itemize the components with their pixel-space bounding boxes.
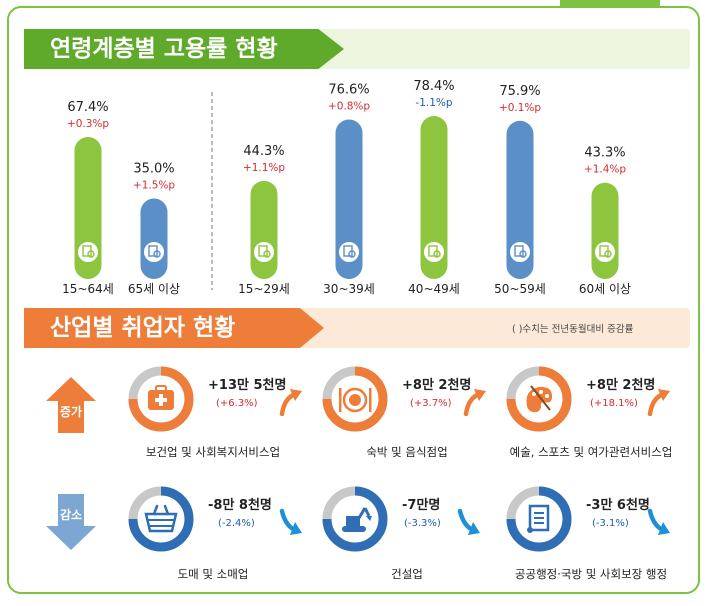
bar — [506, 120, 534, 279]
value-label: 43.3% — [584, 146, 625, 161]
trend-up-icon — [463, 389, 486, 416]
industry-name: 건설업 — [391, 567, 423, 581]
ring-gauge — [128, 366, 194, 432]
ring-gauge — [322, 366, 388, 432]
industry-value: -3만 6천명 — [586, 498, 650, 513]
section1-title: 연령계층별 고용률 현황 — [24, 29, 344, 69]
ring-gauge — [128, 486, 194, 552]
document-magnifier-icon — [348, 250, 356, 258]
footnote: ( )수치는 전년동월대비 증감률 — [512, 324, 634, 335]
industry-name: 예술, 스포츠 및 여가관련서비스업 — [509, 445, 673, 459]
first-aid-kit-icon — [148, 385, 174, 410]
industry-value: +8만 2천명 — [586, 378, 656, 393]
change-label: +1.4%p — [584, 164, 626, 176]
industry-change: (+6.3%) — [216, 398, 258, 409]
industry-item: +13만 5천명 (+6.3%) 보건업 및 사회복지서비스업 — [128, 366, 328, 486]
industry-name: 보건업 및 사회복지서비스업 — [145, 445, 281, 459]
industry-item: -8만 8천명 (-2.4%) 도매 및 소매업 — [128, 486, 328, 606]
industry-change: (-3.3%) — [404, 518, 441, 529]
excavator-icon — [342, 507, 372, 532]
ring-gauge — [322, 486, 388, 552]
industry-item: +8만 2천명 (+3.7%) 숙박 및 음식점업 — [322, 366, 522, 486]
value-label: 75.9% — [499, 84, 540, 99]
industry-change: (+3.7%) — [410, 398, 452, 409]
x-tick-label: 40~49세 — [408, 282, 460, 296]
document-magnifier-icon — [433, 250, 441, 258]
change-label: -1.1%p — [415, 97, 452, 109]
industry-value: +13만 5천명 — [208, 378, 287, 393]
x-tick-label: 65세 이상 — [128, 282, 180, 296]
industry-name: 공공행정·국방 및 사회보장 행정 — [514, 567, 668, 581]
ring-gauge — [506, 366, 572, 432]
trend-down-icon — [279, 508, 302, 535]
industry-value: +8만 2천명 — [402, 378, 472, 393]
industry-item: +8만 2천명 (+18.1%) 예술, 스포츠 및 여가관련서비스업 — [506, 366, 706, 486]
industry-value: -8만 8천명 — [208, 498, 272, 513]
value-label: 67.4% — [67, 100, 108, 115]
increase-arrow-icon — [46, 377, 96, 433]
industry-change: (-2.4%) — [218, 518, 255, 529]
trend-down-icon — [647, 508, 670, 535]
decrease-label: 감소 — [59, 508, 83, 522]
change-label: +1.1%p — [243, 162, 285, 174]
industry-name: 도매 및 소매업 — [177, 567, 249, 581]
palette-icon — [526, 385, 553, 413]
section2-title: 산업별 취업자 현황 — [24, 308, 324, 348]
document-magnifier-icon — [87, 250, 95, 258]
document-magnifier-icon — [604, 250, 612, 258]
document-magnifier-icon — [519, 250, 527, 258]
industry-item: -7만명 (-3.3%) 건설업 — [322, 486, 522, 606]
value-label: 78.4% — [413, 79, 454, 94]
outer-frame — [7, 6, 700, 594]
decrease-arrow-icon — [46, 494, 96, 550]
value-label: 44.3% — [243, 144, 284, 159]
x-tick-label: 60세 이상 — [579, 282, 631, 296]
increase-label: 증가 — [59, 405, 83, 419]
shopping-basket-icon — [144, 504, 178, 533]
change-label: +0.1%p — [499, 102, 541, 114]
trend-up-icon — [279, 389, 302, 416]
bar — [335, 119, 363, 280]
industry-name: 숙박 및 음식점업 — [366, 445, 448, 459]
bar — [140, 198, 168, 279]
document-magnifier-icon — [153, 250, 161, 258]
x-tick-label: 30~39세 — [323, 282, 375, 296]
value-label: 76.6% — [328, 82, 369, 97]
trend-up-icon — [647, 389, 670, 416]
document-magnifier-icon — [263, 250, 271, 258]
top-accent-strip — [560, 0, 660, 6]
scroll-document-icon — [527, 504, 550, 533]
ring-gauge — [506, 486, 572, 552]
value-label: 35.0% — [133, 162, 174, 177]
plate-fork-knife-icon — [339, 387, 372, 413]
bar — [420, 116, 448, 279]
industry-change: (-3.1%) — [592, 518, 629, 529]
decrease-badge: 감소 — [46, 494, 96, 550]
x-tick-label: 15~64세 — [62, 282, 114, 296]
trend-down-icon — [457, 508, 480, 535]
change-label: +0.8%p — [328, 100, 370, 112]
industry-change: (+18.1%) — [590, 398, 638, 409]
x-tick-label: 50~59세 — [494, 282, 546, 296]
bar — [591, 182, 619, 279]
x-tick-label: 15~29세 — [238, 282, 290, 296]
industry-value: -7만명 — [402, 498, 441, 513]
bar — [250, 180, 278, 279]
change-label: +1.5%p — [133, 180, 175, 192]
change-label: +0.3%p — [67, 118, 109, 130]
increase-badge: 증가 — [46, 377, 96, 433]
industry-item: -3만 6천명 (-3.1%) 공공행정·국방 및 사회보장 행정 — [506, 486, 706, 606]
